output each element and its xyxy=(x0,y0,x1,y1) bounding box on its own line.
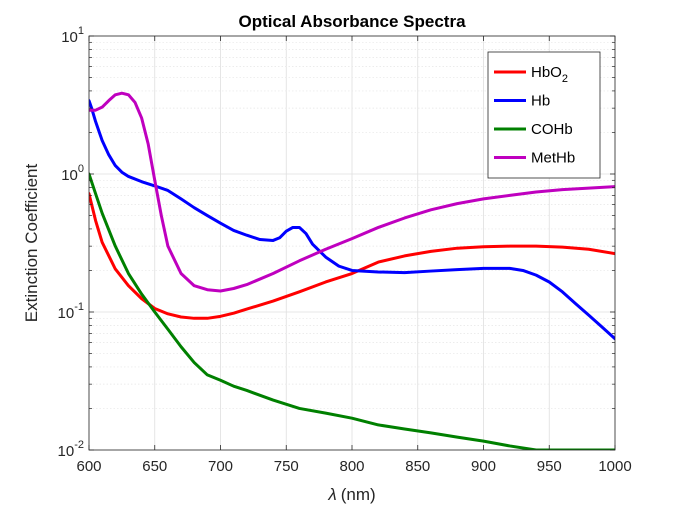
series-line-hb xyxy=(89,99,615,341)
series-line-methb xyxy=(89,91,615,293)
y-tick-label-base: 10 xyxy=(61,29,78,46)
x-tick-label: 650 xyxy=(142,458,167,475)
x-axis-label: λ (nm) xyxy=(327,485,375,504)
ticks: 600 650 700 750 800 850 900 950 100010-210-11001… xyxy=(58,25,632,475)
legend-label-name: COHb xyxy=(531,121,573,138)
series-group xyxy=(89,91,615,450)
x-tick-label: 600 xyxy=(76,458,101,475)
y-tick-label: 101 xyxy=(61,25,84,46)
y-tick-label-exponent: 1 xyxy=(78,25,84,37)
x-tick-label: 700 xyxy=(208,458,233,475)
y-tick-label-exponent: -1 xyxy=(74,301,84,313)
chart-title: Optical Absorbance Spectra xyxy=(238,12,466,31)
y-tick-label-exponent: 0 xyxy=(78,163,84,175)
x-axis-label-symbol: λ xyxy=(327,485,336,504)
series-line-cohb xyxy=(89,172,615,450)
y-tick-label: 10-1 xyxy=(58,301,84,322)
x-tick-label: 1000 xyxy=(598,458,631,475)
x-tick-label: 950 xyxy=(537,458,562,475)
legend-label-name: Hb xyxy=(531,93,550,110)
grid xyxy=(88,35,616,451)
y-tick-label-base: 10 xyxy=(61,167,78,184)
y-axis-label: Extinction Coefficient xyxy=(22,164,41,323)
x-tick-label: 850 xyxy=(405,458,430,475)
y-tick-label-base: 10 xyxy=(58,443,75,460)
x-axis-label-unit: (nm) xyxy=(341,485,376,504)
legend-label-cohb: COHb xyxy=(531,121,573,138)
y-tick-label-base: 10 xyxy=(58,305,75,322)
legend-label-hb: Hb xyxy=(531,93,550,110)
x-tick-label: 900 xyxy=(471,458,496,475)
y-tick-label: 100 xyxy=(61,163,84,184)
series-line-hbo2 xyxy=(89,192,615,320)
x-tick-label: 800 xyxy=(339,458,364,475)
y-tick-label: 10-2 xyxy=(58,439,84,460)
legend-label-subscript: 2 xyxy=(562,73,568,85)
legend: HbO2 Hb COHb MetHb xyxy=(487,51,601,179)
legend-label-name: MetHb xyxy=(531,150,575,167)
legend-label-name: HbO xyxy=(531,64,562,81)
legend-label-hbo2: HbO2 xyxy=(531,64,568,85)
y-tick-label-exponent: -2 xyxy=(74,439,84,451)
legend-label-methb: MetHb xyxy=(531,150,575,167)
x-tick-label: 750 xyxy=(274,458,299,475)
